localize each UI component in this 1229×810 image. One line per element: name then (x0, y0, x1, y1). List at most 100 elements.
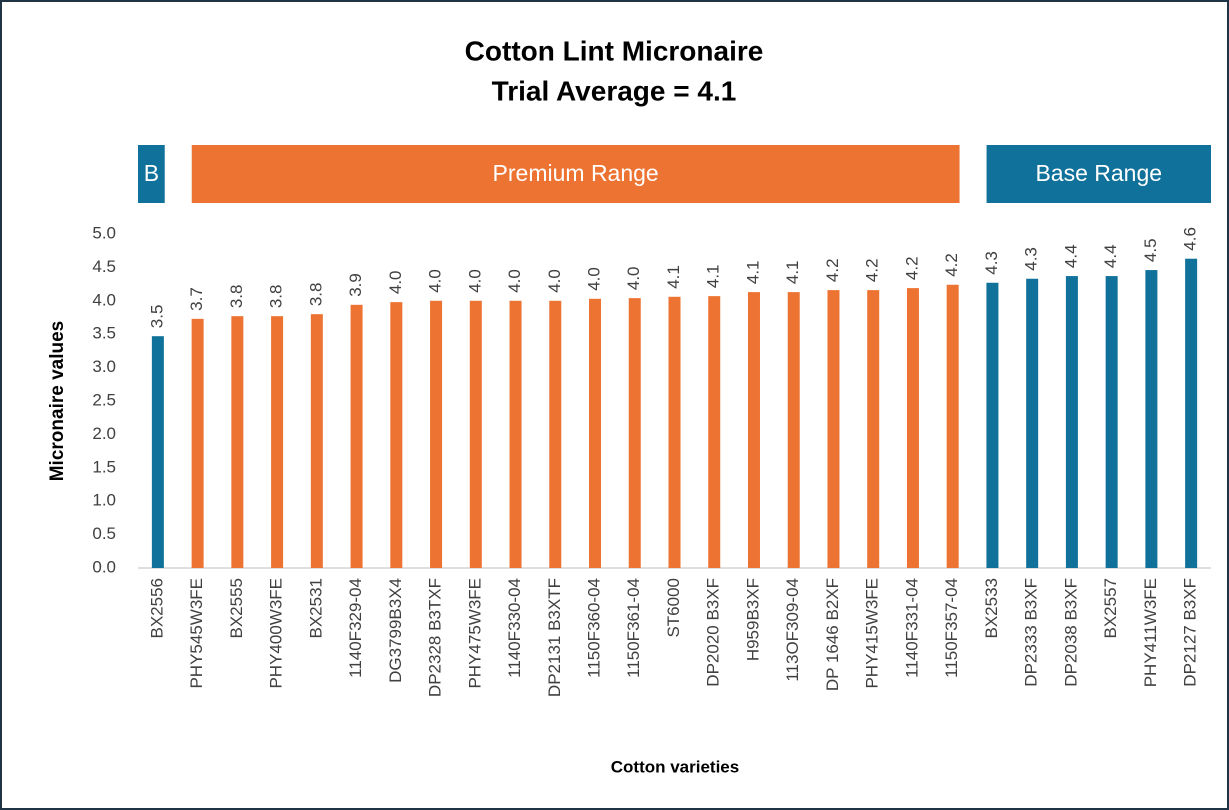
value-label: 3.9 (346, 273, 365, 297)
value-label: 4.4 (1101, 244, 1120, 268)
x-tick-label: DP2020 B3XF (704, 578, 723, 687)
bar (469, 300, 482, 568)
x-tick-label: DP2038 B3XF (1061, 578, 1080, 687)
x-tick-label: DP2131 B3XTF (545, 578, 564, 697)
y-tick-label: 0.5 (92, 524, 116, 543)
chart-subtitle: Trial Average = 4.1 (492, 75, 737, 106)
value-label: 4.0 (545, 269, 564, 293)
x-tick-label: PHY475W3FE (465, 578, 484, 689)
range-band-label: Premium Range (493, 160, 659, 186)
value-label: 4.0 (426, 269, 445, 293)
x-tick-label: BX2533 (982, 578, 1001, 639)
range-band-label: B (144, 160, 159, 186)
value-label: 3.7 (187, 287, 206, 311)
x-tick-label: DP2328 B3TXF (426, 578, 445, 697)
bar (628, 298, 641, 568)
value-label: 4.2 (902, 256, 921, 280)
bar (1145, 270, 1158, 568)
x-tick-label: BX2557 (1101, 578, 1120, 639)
range-band (986, 145, 1211, 203)
value-label: 3.5 (147, 305, 166, 329)
y-tick-label: 4.0 (92, 290, 116, 309)
x-tick-label: 1150F360-04 (585, 578, 604, 678)
x-tick-label: 1140F331-04 (902, 578, 921, 678)
x-tick-label: 1150F357-04 (942, 578, 961, 678)
value-label: 4.2 (823, 258, 842, 282)
bar (747, 292, 760, 568)
range-band-label: Base Range (1035, 160, 1162, 186)
value-label: 4.6 (1181, 227, 1200, 251)
y-tick-label: 1.5 (92, 457, 116, 476)
y-tick-label: 3.0 (92, 357, 116, 376)
value-label: 4.1 (783, 260, 802, 284)
bar (191, 318, 204, 568)
x-tick-label: BX2531 (306, 578, 325, 639)
x-tick-label: 113OF309-04 (783, 578, 802, 682)
bar (271, 316, 284, 568)
x-tick-label: DP2127 B3XF (1181, 578, 1200, 687)
value-label: 4.4 (1061, 244, 1080, 268)
bar (390, 302, 403, 568)
bar (1026, 278, 1039, 568)
x-tick-label: BX2556 (147, 578, 166, 639)
x-tick-label: PHY545W3FE (187, 578, 206, 689)
value-label: 4.1 (664, 265, 683, 289)
x-tick-label: 1140F330-04 (505, 578, 524, 678)
bar (668, 296, 681, 568)
bar (310, 314, 323, 568)
x-tick-label: 1150F361-04 (624, 578, 643, 678)
x-tick-label: DG3799B3X4 (386, 578, 405, 683)
value-label: 4.2 (942, 253, 961, 277)
x-tick-label: DP 1646 B2XF (823, 578, 842, 691)
value-label: 4.1 (704, 264, 723, 288)
x-tick-label: PHY411W3FE (1141, 578, 1160, 687)
x-tick-label: PHY400W3FE (267, 578, 286, 689)
y-tick-label: 4.5 (92, 257, 116, 276)
x-tick-label: PHY415W3FE (863, 578, 882, 689)
bar (986, 282, 999, 568)
x-tick-label: 1140F329-04 (346, 578, 365, 678)
bar (1185, 258, 1198, 568)
bar (1065, 276, 1078, 568)
bar (430, 300, 443, 568)
value-label: 4.1 (743, 260, 762, 284)
value-label: 4.0 (585, 267, 604, 291)
bar (509, 300, 522, 568)
y-tick-label: 0.0 (92, 557, 116, 576)
bar (867, 290, 880, 568)
range-band (191, 145, 960, 203)
value-label: 3.8 (267, 285, 286, 309)
x-tick-label: DP2333 B3XF (1022, 578, 1041, 687)
value-label: 4.0 (624, 266, 643, 290)
bar (151, 336, 164, 568)
range-band (138, 145, 165, 203)
bar (231, 316, 244, 568)
bar (906, 288, 919, 568)
x-axis-title: Cotton varieties (611, 757, 739, 776)
bar (708, 296, 721, 568)
x-tick-label: BX2555 (227, 578, 246, 639)
value-label: 4.0 (505, 269, 524, 293)
y-tick-label: 1.0 (92, 491, 116, 510)
value-label: 4.0 (386, 270, 405, 294)
bar (549, 300, 562, 568)
bar (946, 284, 959, 568)
value-label: 4.0 (465, 269, 484, 293)
y-tick-label: 2.5 (92, 390, 116, 409)
x-tick-label: ST6000 (664, 578, 683, 638)
bar (350, 304, 363, 568)
bar (1105, 276, 1118, 568)
y-tick-label: 3.5 (92, 324, 116, 343)
value-label: 3.8 (306, 283, 325, 307)
value-label: 3.8 (227, 285, 246, 309)
value-label: 4.3 (1022, 247, 1041, 271)
bar (787, 292, 800, 568)
bar (827, 290, 840, 568)
y-tick-label: 2.0 (92, 424, 116, 443)
value-label: 4.3 (982, 251, 1001, 275)
y-tick-label: 5.0 (92, 223, 116, 242)
x-tick-label: H959B3XF (743, 578, 762, 661)
value-label: 4.5 (1141, 238, 1160, 262)
